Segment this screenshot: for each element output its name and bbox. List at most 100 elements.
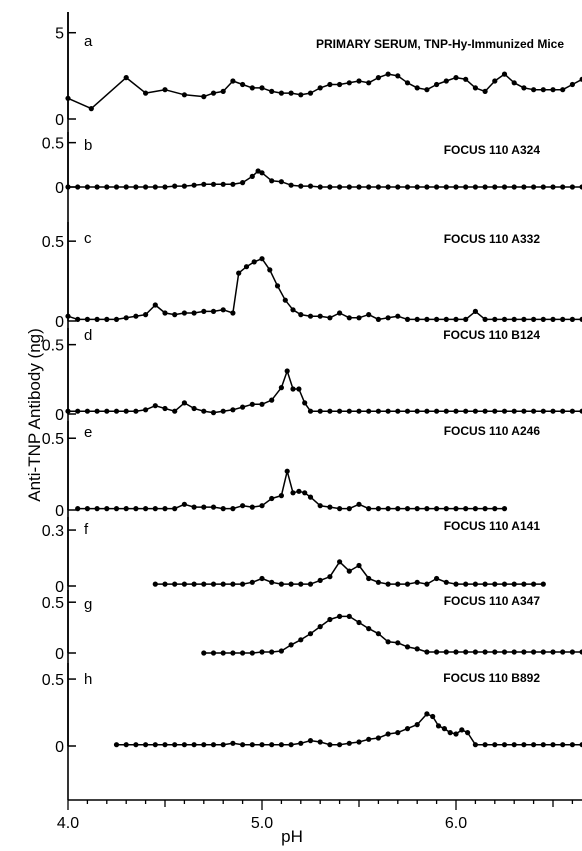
- panel-e-letter: e: [84, 424, 92, 441]
- panel-f-data-point: [502, 582, 507, 587]
- panel-a-data-point: [473, 85, 478, 90]
- panel-f-data-point: [453, 582, 458, 587]
- panel-d-data-point: [512, 409, 517, 414]
- panel-e-data-point: [318, 503, 323, 508]
- panel-h-y-tick-label: 0.5: [42, 672, 64, 689]
- panel-b-letter: b: [84, 137, 92, 154]
- panel-c-data-point: [211, 309, 216, 314]
- panel-d-data-point: [250, 402, 255, 407]
- x-tick-label: 4.0: [57, 815, 79, 832]
- panel-c-data-point: [570, 317, 575, 322]
- panel-a-data-point: [356, 78, 361, 83]
- panel-g-data-point: [424, 649, 429, 654]
- panel-h-data-point: [436, 723, 441, 728]
- panel-b-data-point: [143, 184, 148, 189]
- panel-h-data-point: [550, 742, 555, 747]
- panel-d-data-point: [502, 409, 507, 414]
- panel-d-data-point: [376, 409, 381, 414]
- panel-c-data-point: [327, 315, 332, 320]
- panel-c-title: FOCUS 110 A332: [444, 232, 541, 246]
- panel-f-data-point: [192, 582, 197, 587]
- panel-e-data-point: [279, 493, 284, 498]
- panel-d-data-point: [133, 409, 138, 414]
- panel-h-data-point: [459, 727, 464, 732]
- panel-c-data-point: [473, 309, 478, 314]
- panel-c-data-point: [356, 315, 361, 320]
- panel-c-data-point: [483, 317, 488, 322]
- panel-h-data-point: [356, 739, 361, 744]
- panel-e-data-point: [308, 495, 313, 500]
- panel-g-series-line: [204, 616, 582, 653]
- panel-g-data-point: [531, 649, 536, 654]
- panel-f-data-point: [415, 580, 420, 585]
- panel-h-data-point: [376, 735, 381, 740]
- panel-h-data-point: [337, 742, 342, 747]
- panel-c-data-point: [172, 312, 177, 317]
- panel-g-title: FOCUS 110 A347: [444, 594, 541, 608]
- panel-h-data-point: [502, 742, 507, 747]
- panel-d-title: FOCUS 110 B124: [443, 328, 540, 342]
- panel-c-data-point: [386, 315, 391, 320]
- panel-e-data-point: [85, 506, 90, 511]
- panel-b-data-point: [114, 184, 119, 189]
- panel-f-data-point: [424, 582, 429, 587]
- panel-e-data-point: [424, 506, 429, 511]
- panel-h-data-point: [182, 742, 187, 747]
- panel-b-data-point: [463, 184, 468, 189]
- panel-g-data-point: [327, 617, 332, 622]
- panel-g-data-point: [279, 648, 284, 653]
- panel-d-data-point: [143, 407, 148, 412]
- panel-d-data-point: [434, 409, 439, 414]
- panel-f-data-point: [308, 582, 313, 587]
- panel-a-data-point: [570, 82, 575, 87]
- panel-c-data-point: [298, 312, 303, 317]
- panel-f-data-point: [463, 582, 468, 587]
- panel-h-letter: h: [84, 671, 92, 688]
- panel-f-data-point: [201, 582, 206, 587]
- panel-g-data-point: [502, 649, 507, 654]
- panel-a-data-point: [444, 78, 449, 83]
- panel-a-data-point: [308, 91, 313, 96]
- panel-d-y-tick-label: 0: [55, 407, 64, 424]
- panel-d-y-tick-label: 0.5: [42, 338, 64, 355]
- panel-h-data-point: [347, 741, 352, 746]
- panel-b-data-point: [95, 184, 100, 189]
- panel-b-data-point: [356, 184, 361, 189]
- panel-d-data-point: [366, 409, 371, 414]
- panel-f-data-point: [327, 574, 332, 579]
- panel-h-data-point: [221, 742, 226, 747]
- panel-g-data-point: [298, 637, 303, 642]
- panel-h-data-point: [415, 722, 420, 727]
- panel-b-data-point: [550, 184, 555, 189]
- panel-g-data-point: [473, 649, 478, 654]
- panel-f-data-point: [444, 580, 449, 585]
- panel-e-data-point: [221, 506, 226, 511]
- panel-e-data-point: [114, 506, 119, 511]
- panel-b-data-point: [531, 184, 536, 189]
- panel-e-data-point: [415, 506, 420, 511]
- panel-f-data-point: [356, 563, 361, 568]
- panel-f-data-point: [395, 582, 400, 587]
- panel-d-data-point: [550, 409, 555, 414]
- panel-d-data-point: [302, 400, 307, 405]
- panel-b-data-point: [386, 184, 391, 189]
- panel-c-data-point: [75, 317, 80, 322]
- panel-c-data-point: [95, 317, 100, 322]
- panel-d-data-point: [221, 409, 226, 414]
- panel-a-data-point: [327, 82, 332, 87]
- panel-a-data-point: [298, 92, 303, 97]
- panel-h-data-point: [259, 742, 264, 747]
- panel-h-data-point: [143, 742, 148, 747]
- panel-g-data-point: [550, 649, 555, 654]
- panel-c-data-point: [114, 317, 119, 322]
- panel-a-y-tick-label: 5: [55, 26, 64, 43]
- panel-b-data-point: [366, 184, 371, 189]
- panel-d-data-point: [259, 402, 264, 407]
- panel-a-data-point: [560, 87, 565, 92]
- panel-a-data-point: [250, 85, 255, 90]
- panel-h-data-point: [483, 742, 488, 747]
- panel-b-data-point: [395, 184, 400, 189]
